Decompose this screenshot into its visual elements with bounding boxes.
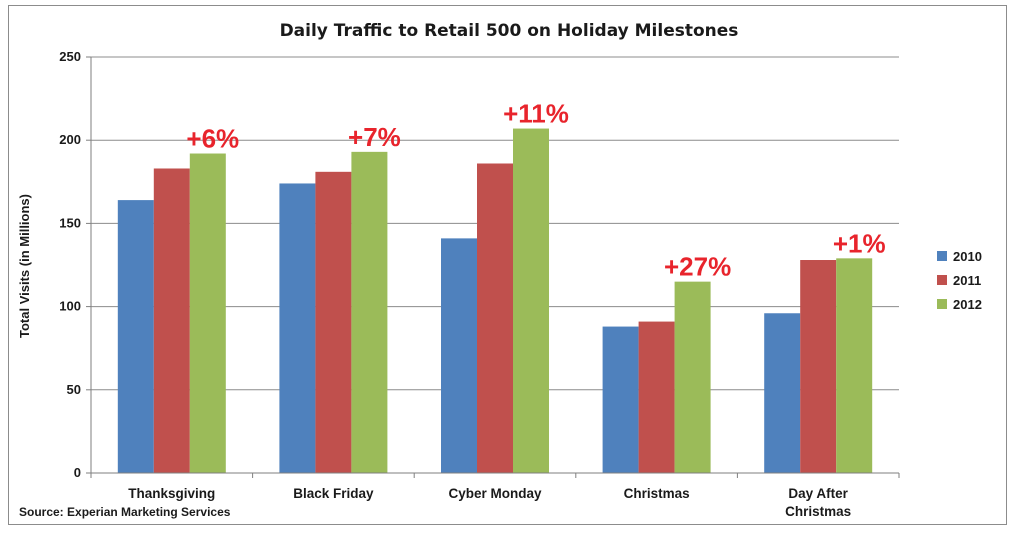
x-tick-label: Black Friday — [293, 486, 374, 501]
growth-annotation: +6% — [186, 124, 239, 154]
legend-label-2010: 2010 — [953, 249, 982, 264]
x-tick-label: Christmas — [785, 504, 851, 519]
source-note: Source: Experian Marketing Services — [19, 505, 231, 519]
chart-frame: Daily Traffic to Retail 500 on Holiday M… — [8, 5, 1007, 525]
bar-2010-cyber-monday — [441, 238, 477, 473]
legend: 2010 2011 2012 — [937, 249, 982, 312]
bar-2010-black-friday — [279, 183, 316, 474]
y-axis-label: Total Visits (in Millions) — [17, 194, 32, 338]
bar-2010-day-after-christmas — [764, 313, 801, 473]
bar-2011-thanksgiving — [153, 168, 190, 473]
growth-annotation: +1% — [833, 228, 886, 258]
y-tick-label: 150 — [59, 215, 81, 230]
y-tick-label: 0 — [74, 465, 81, 480]
bar-chart: Daily Traffic to Retail 500 on Holiday M… — [17, 21, 982, 519]
growth-annotation: +7% — [348, 122, 401, 152]
bar-2010-christmas — [602, 326, 639, 473]
legend-label-2011: 2011 — [953, 273, 981, 288]
bar-2011-day-after-christmas — [800, 260, 837, 473]
chart-title: Daily Traffic to Retail 500 on Holiday M… — [280, 21, 739, 41]
legend-swatch-2012 — [937, 299, 947, 309]
x-tick-label: Day After — [788, 486, 848, 501]
bar-2010-thanksgiving — [117, 200, 154, 473]
bar-2012-thanksgiving — [189, 153, 226, 473]
x-tick-label: Thanksgiving — [128, 486, 215, 501]
bars — [117, 128, 873, 474]
y-tick-label: 200 — [59, 132, 81, 147]
bar-2012-cyber-monday — [513, 128, 549, 473]
bar-2011-christmas — [638, 321, 675, 473]
y-tick-label: 100 — [59, 299, 81, 314]
legend-label-2012: 2012 — [953, 297, 982, 312]
x-tick-label: Cyber Monday — [448, 486, 542, 501]
y-tick-label: 50 — [67, 382, 81, 397]
legend-swatch-2010 — [937, 251, 947, 261]
annotations: +6% +7% +11% +27% +1% — [186, 99, 885, 282]
bar-2011-cyber-monday — [477, 163, 513, 473]
bar-2012-day-after-christmas — [836, 258, 873, 473]
x-tick-label: Christmas — [624, 486, 690, 501]
bar-2012-christmas — [674, 281, 711, 473]
bar-2012-black-friday — [351, 151, 388, 473]
growth-annotation: +11% — [503, 99, 569, 129]
legend-swatch-2011 — [937, 275, 947, 285]
bar-2011-black-friday — [315, 171, 352, 474]
y-tick-label: 250 — [59, 49, 81, 64]
axes: 0 50 100 150 200 250 Thanksgiving Black Friday C… — [59, 49, 900, 519]
growth-annotation: +27% — [664, 252, 731, 282]
